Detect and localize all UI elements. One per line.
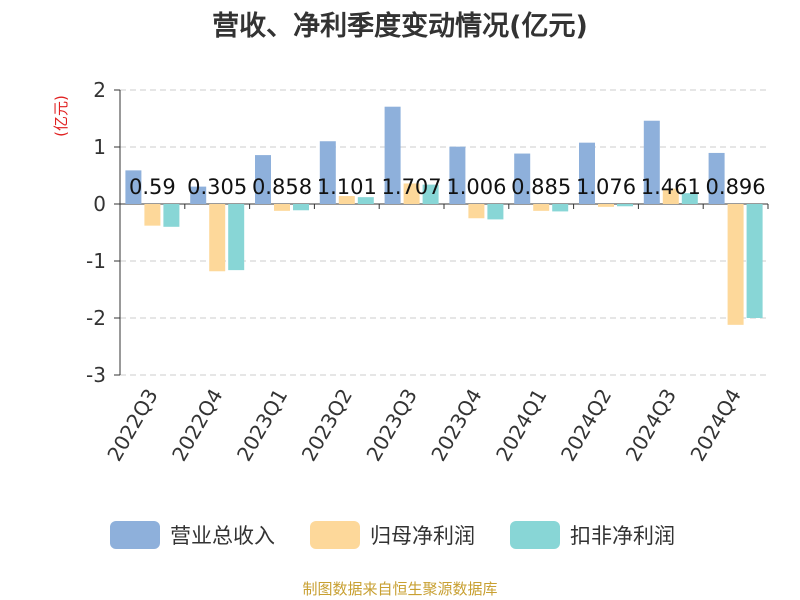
bar-series-2	[727, 204, 744, 325]
bar-series-3	[357, 197, 374, 204]
source-note: 制图数据来自恒生聚源数据库	[302, 580, 498, 598]
legend-swatch	[510, 521, 560, 549]
bar-series-1	[708, 152, 725, 204]
bar-series-2	[274, 204, 290, 211]
bar-series-1	[514, 153, 531, 204]
bar-series-1	[319, 141, 336, 204]
y-tick-label: 0	[93, 192, 106, 216]
bar-series-3	[681, 193, 698, 204]
bar-series-1	[384, 106, 401, 204]
bar-series-1	[125, 170, 142, 204]
y-tick-label: -3	[86, 363, 106, 387]
bar-series-3	[552, 204, 569, 212]
legend-label: 营业总收入	[170, 524, 275, 548]
legend-swatch	[110, 521, 160, 549]
bar-series-1	[643, 120, 660, 204]
bar-series-3	[487, 204, 504, 220]
bar-series-3	[422, 184, 439, 204]
bar-series-1	[579, 142, 595, 204]
x-tick-label: 2023Q3	[361, 385, 421, 466]
x-tick-label: 2023Q1	[232, 385, 292, 466]
bar-series-3	[163, 204, 180, 227]
x-tick-label: 2023Q2	[297, 385, 357, 466]
bar-series-2	[338, 196, 355, 204]
y-tick-label: 1	[93, 135, 106, 159]
data-label: 0.305	[187, 175, 247, 199]
y-tick-label: 2	[93, 78, 106, 102]
bar-series-3	[293, 204, 309, 211]
x-tick-label: 2024Q4	[685, 385, 745, 466]
legend-label: 扣非净利润	[570, 524, 675, 548]
bar-series-2	[209, 204, 226, 272]
x-tick-label: 2022Q3	[102, 385, 162, 466]
y-tick-label: -2	[86, 306, 106, 330]
data-label: 1.461	[641, 175, 701, 199]
bar-series-2	[144, 204, 161, 226]
bar-series-3	[228, 204, 245, 271]
data-label: 0.858	[252, 175, 312, 199]
x-tick-label: 2023Q4	[426, 385, 486, 466]
bar-series-3	[617, 204, 633, 207]
x-tick-label: 2022Q4	[167, 385, 227, 466]
y-axis-label: (亿元)	[52, 95, 70, 137]
bar-series-1	[449, 146, 466, 204]
x-tick-label: 2024Q3	[621, 385, 681, 466]
data-label: 1.101	[317, 175, 377, 199]
x-tick-label: 2024Q2	[556, 385, 616, 466]
bar-series-2	[403, 183, 420, 204]
legend-swatch	[310, 521, 360, 549]
bar-series-1	[255, 155, 271, 204]
chart-title: 营收、净利季度变动情况(亿元)	[212, 11, 588, 42]
bar-series-2	[533, 204, 550, 211]
data-label: 0.896	[706, 175, 766, 199]
x-tick-label: 2024Q1	[491, 385, 551, 466]
bar-series-2	[468, 204, 485, 219]
bar-series-2	[598, 204, 614, 207]
data-label: 0.59	[129, 175, 176, 199]
data-label: 0.885	[511, 175, 571, 199]
data-label: 1.707	[382, 175, 442, 199]
data-label: 1.006	[446, 175, 506, 199]
bar-series-2	[662, 188, 679, 204]
bar-series-3	[746, 204, 763, 318]
bar-series-1	[190, 186, 207, 204]
y-tick-label: -1	[86, 249, 106, 273]
legend-label: 归母净利润	[370, 524, 475, 548]
data-label: 1.076	[576, 175, 636, 199]
